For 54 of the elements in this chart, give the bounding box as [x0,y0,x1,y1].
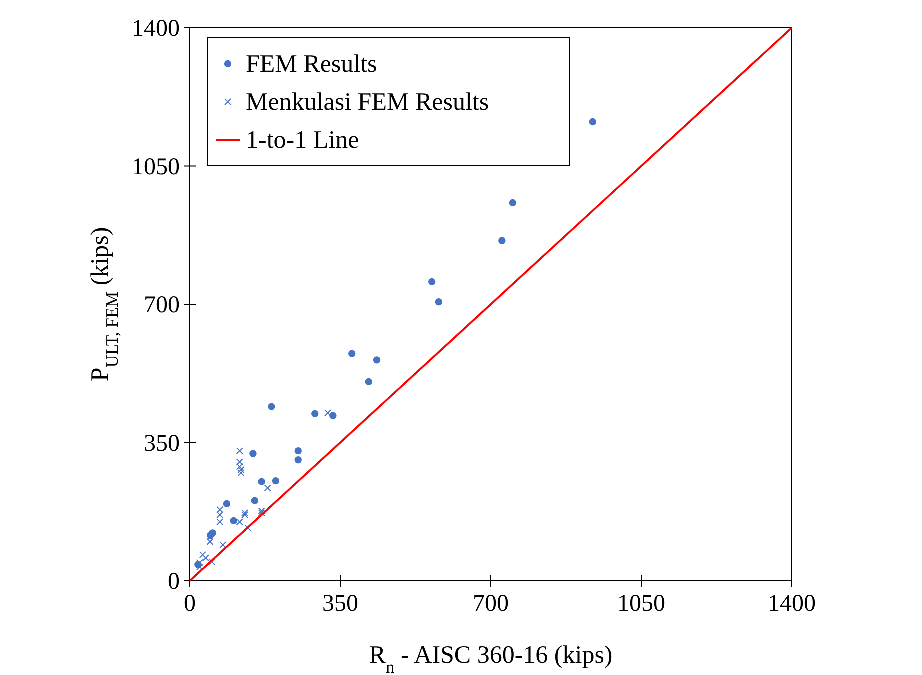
point [509,199,517,207]
x-axis-title: R$_{n}$ - AISC 360-16 (kips) [369,642,613,675]
point [272,477,280,485]
x-tick-label: 1400 [768,591,816,617]
legend-label: 1-to-1 Line [246,127,360,154]
point [268,403,276,410]
point [294,447,302,455]
point [216,506,224,514]
point [312,410,319,418]
legend-label: Menkulasi FEM Results [246,89,490,116]
point [196,564,204,571]
point [238,470,245,477]
point [216,512,224,519]
x-tick-label: 1050 [618,591,666,617]
x-tick-label: 700 [473,591,509,617]
point [202,554,210,562]
point [250,450,257,458]
point [208,558,216,566]
point [258,510,266,517]
y-tick-label: 1400 [132,16,180,42]
point [206,538,214,546]
point [373,356,381,364]
point [324,410,332,417]
point [236,518,244,526]
y-tick-label: 1050 [132,154,180,180]
point [199,551,206,558]
point [258,478,266,486]
y-tick-label: 700 [144,292,180,318]
point [238,466,245,474]
x-tick-label: 0 [184,591,196,617]
point [435,298,443,306]
point [365,378,372,386]
point [236,458,244,466]
x-tick-label: 350 [322,591,358,617]
point [242,512,249,519]
point [242,510,249,517]
point [230,517,238,525]
point [589,118,597,126]
y-tick-label: 0 [168,569,180,595]
point [498,237,506,245]
point [294,456,302,464]
point [348,350,356,358]
point [223,500,231,508]
point [220,542,227,549]
point [216,518,224,526]
point [236,463,244,470]
point [251,497,259,504]
point [264,484,272,492]
point [258,508,266,515]
legend-label: FEM Results [246,51,378,78]
point [330,412,337,420]
point [236,448,244,455]
y-tick-label: 350 [144,430,180,457]
point [428,278,436,286]
